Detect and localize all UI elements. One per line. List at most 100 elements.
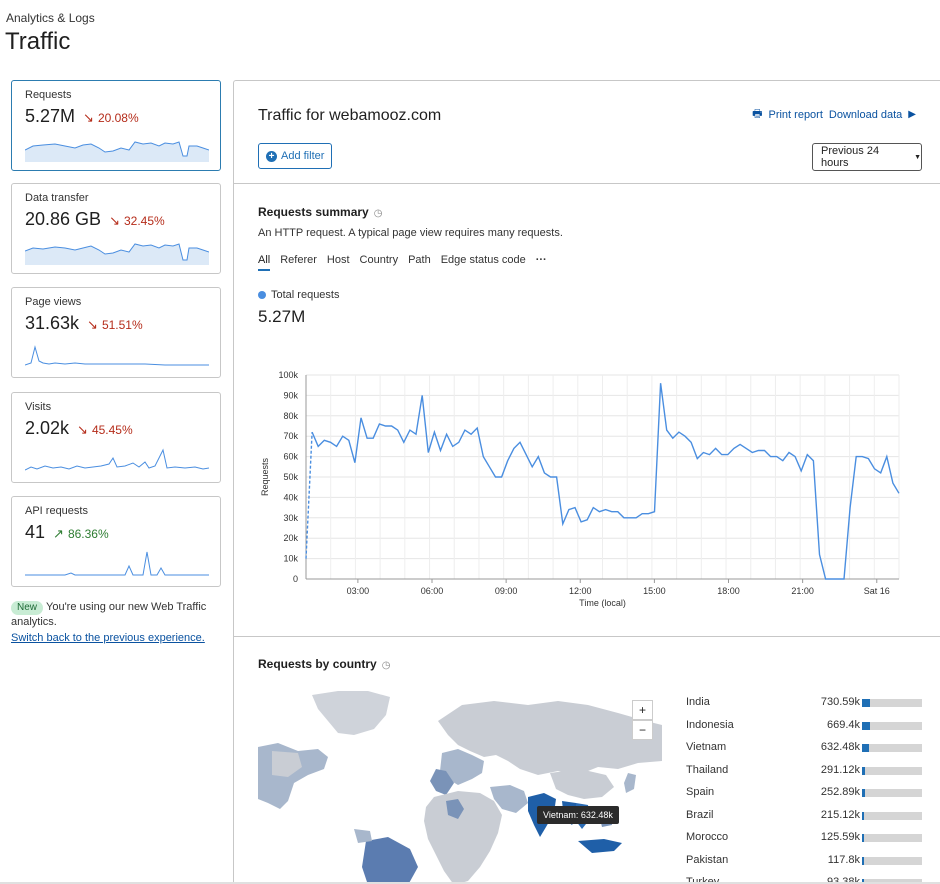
more-tabs-icon[interactable]: ···: [535, 254, 547, 266]
requests-by-country-title: Requests by country ◷: [258, 657, 390, 671]
metric-change: 86.36%: [67, 527, 109, 541]
y-tick-label: 10k: [283, 554, 298, 564]
country-bar-track: [862, 721, 922, 730]
time-range-select[interactable]: Previous 24 hours ▼: [812, 143, 922, 171]
y-axis-label: Requests: [260, 457, 270, 496]
chevron-down-icon: ▼: [914, 153, 921, 161]
country-value: 730.59k: [820, 696, 860, 708]
y-tick-label: 40k: [283, 492, 298, 502]
x-tick-label: 03:00: [347, 586, 370, 596]
tab-all[interactable]: All: [258, 254, 271, 271]
add-filter-label: Add filter: [281, 150, 325, 162]
requests-line-chart: 0 10k 20k 30k 40k 50k 60k 70k 80k 90k 100k 03:00 06:…: [260, 370, 900, 608]
y-tick-label: 30k: [283, 513, 298, 523]
panel-title: Traffic for webamooz.com: [258, 107, 442, 124]
y-tick-label: 60k: [283, 452, 298, 462]
y-tick-label: 100k: [278, 370, 298, 380]
series-line-total-requests: [311, 383, 900, 580]
add-filter-button[interactable]: + Add filter: [258, 143, 333, 169]
country-row: Brazil 215.12k: [686, 806, 926, 829]
country-name: Brazil: [686, 808, 714, 821]
country-name: Indonesia: [686, 718, 734, 731]
y-tick-label: 50k: [283, 472, 298, 482]
x-axis-label: Time (local): [579, 598, 626, 608]
tab-path[interactable]: Path: [408, 254, 431, 266]
country-bar-fill: [862, 811, 865, 820]
tab-edge-status-code[interactable]: Edge status code: [440, 254, 526, 266]
sparkline-chart: [25, 551, 209, 576]
country-bar-track: [862, 789, 922, 797]
country-bar-track: [862, 744, 922, 752]
country-row: Turkey 93.38k: [686, 873, 926, 884]
metric-card-data-transfer[interactable]: Data transfer 20.86 GB ↘ 32.45%: [11, 183, 221, 274]
tab-referer[interactable]: Referer: [280, 254, 317, 266]
metric-value: 31.63k: [25, 313, 80, 333]
y-tick-label: 20k: [283, 533, 298, 543]
tab-country[interactable]: Country: [359, 254, 399, 266]
country-row: Pakistan 117.8k: [686, 851, 926, 874]
country-bar-fill: [862, 856, 864, 865]
legend-label: Total requests: [271, 289, 340, 301]
world-map[interactable]: [258, 691, 662, 884]
header-links: 🖶 Print report Download data ▶: [752, 105, 916, 124]
country-name: Turkey: [686, 876, 720, 884]
tab-host[interactable]: Host: [326, 254, 350, 266]
metric-value: 5.27M: [25, 106, 76, 126]
x-tick-label: 12:00: [569, 586, 592, 596]
country-list: India 730.59k Indonesia 669.4k Vietnam 632.48…: [686, 693, 926, 884]
bottom-divider: [0, 882, 940, 884]
country-name: Spain: [686, 786, 715, 798]
y-tick-label: 90k: [283, 390, 298, 400]
download-data-link[interactable]: Download data: [828, 108, 903, 121]
country-row: Vietnam 632.48k: [686, 738, 926, 761]
metric-card-page-views[interactable]: Page views 31.63k ↘ 51.51%: [11, 287, 221, 378]
metric-card-visits[interactable]: Visits 2.02k ↘ 45.45%: [11, 392, 221, 483]
metric-label: API requests: [25, 505, 88, 517]
metric-card-api-requests[interactable]: API requests 41 ↗ 86.36%: [11, 496, 221, 587]
switch-back-link[interactable]: Switch back to the previous experience.: [11, 632, 205, 644]
x-tick-label: Sat 16: [864, 586, 890, 596]
new-experience-notice: New You're using our new Web Traffic anal…: [11, 600, 221, 646]
country-bar-fill: [862, 744, 870, 752]
country-bar-track: [862, 834, 922, 842]
country-bar-fill: [862, 834, 864, 842]
country-bar-track: [862, 766, 922, 775]
country-value: 291.12k: [820, 763, 860, 776]
country-value: 215.12k: [820, 808, 860, 821]
zoom-in-button[interactable]: +: [632, 700, 653, 720]
zoom-out-button[interactable]: −: [632, 720, 653, 740]
country-row: Indonesia 669.4k: [686, 716, 926, 739]
country-value: 632.48k: [820, 741, 860, 753]
requests-by-country-title-text: Requests by country: [258, 657, 377, 671]
country-bar-track: [862, 811, 922, 820]
caret-right-icon: ▶: [908, 109, 916, 120]
country-row: Morocco 125.59k: [686, 828, 926, 851]
requests-summary-title: Requests summary ◷: [258, 205, 382, 219]
country-row: Thailand 291.12k: [686, 761, 926, 784]
x-tick-label: 18:00: [717, 586, 740, 596]
country-bar-fill: [862, 789, 865, 797]
arrow-down-icon: ↘: [109, 213, 120, 228]
country-bar-track: [862, 856, 922, 865]
traffic-panel: Traffic for webamooz.com 🖶 Print report …: [233, 80, 940, 884]
chart-legend: Total requests: [258, 289, 339, 301]
country-name: Thailand: [686, 763, 729, 776]
metric-card-requests[interactable]: Requests 5.27M ↘ 20.08%: [11, 80, 221, 171]
x-tick-label: 15:00: [643, 586, 666, 596]
printer-icon: 🖶: [752, 108, 763, 120]
country-value: 125.59k: [820, 831, 860, 843]
metric-value: 2.02k: [25, 418, 70, 438]
metric-change: 45.45%: [91, 423, 133, 437]
country-bar-fill: [862, 879, 864, 884]
print-report-link[interactable]: Print report: [768, 108, 823, 121]
legend-dot: [258, 291, 266, 299]
country-row: India 730.59k: [686, 693, 926, 716]
arrow-down-icon: ↘: [87, 317, 98, 332]
metric-value: 20.86 GB: [25, 209, 102, 229]
y-tick-label: 70k: [283, 431, 298, 441]
metric-label: Page views: [25, 296, 82, 308]
country-bar-track: [862, 699, 922, 707]
divider: [234, 183, 940, 184]
arrow-down-icon: ↘: [83, 110, 94, 125]
plus-circle-icon: +: [266, 150, 277, 162]
